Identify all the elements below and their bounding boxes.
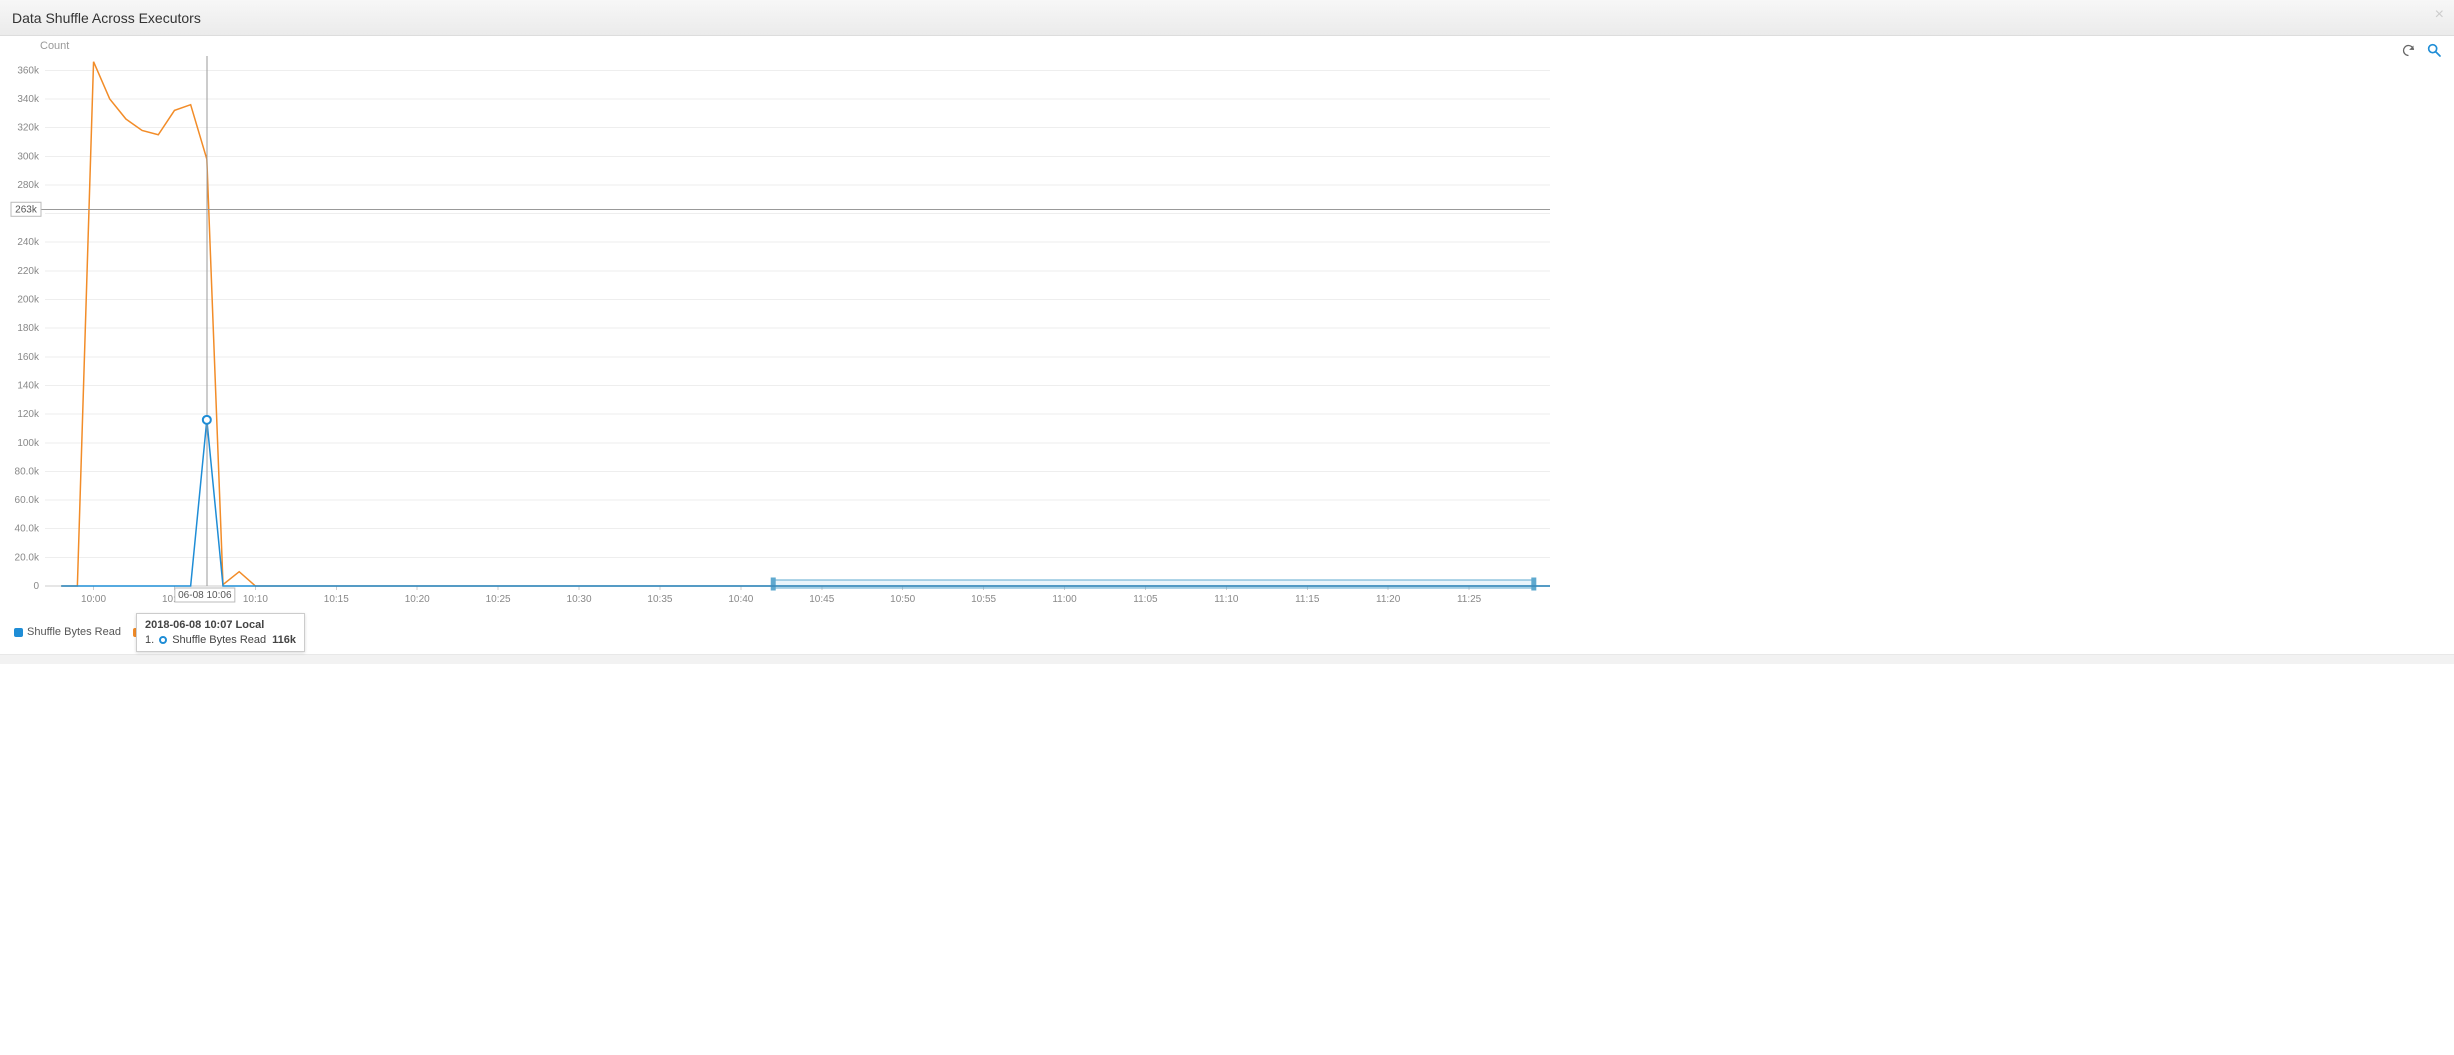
svg-text:10:50: 10:50 (890, 594, 915, 605)
svg-text:10:00: 10:00 (81, 594, 106, 605)
svg-text:120k: 120k (17, 409, 40, 420)
svg-text:10:20: 10:20 (405, 594, 430, 605)
svg-text:40.0k: 40.0k (15, 524, 40, 535)
series-line (61, 420, 1550, 586)
panel-title: Data Shuffle Across Executors (12, 10, 201, 26)
svg-text:340k: 340k (17, 94, 40, 105)
tooltip-title: 2018-06-08 10:07 Local (145, 619, 296, 631)
brush-handle-right[interactable] (1532, 578, 1536, 590)
svg-text:11:00: 11:00 (1052, 594, 1077, 605)
tooltip-marker-icon (159, 636, 167, 644)
hover-tooltip: 2018-06-08 10:07 Local 1. Shuffle Bytes R… (136, 613, 305, 652)
svg-text:0: 0 (33, 581, 39, 592)
svg-text:11:25: 11:25 (1457, 594, 1482, 605)
refresh-icon[interactable] (2401, 43, 2416, 58)
svg-text:300k: 300k (17, 151, 40, 162)
panel-header: Data Shuffle Across Executors × (0, 0, 2454, 36)
zoom-icon[interactable] (2426, 42, 2442, 58)
svg-text:10:45: 10:45 (809, 594, 834, 605)
svg-text:80.0k: 80.0k (15, 466, 40, 477)
svg-text:320k: 320k (17, 123, 40, 134)
brush-handle-left[interactable] (771, 578, 775, 590)
tooltip-index: 1. (145, 634, 154, 646)
hover-marker (203, 416, 211, 424)
tooltip-row: 1. Shuffle Bytes Read 116k (145, 634, 296, 646)
legend-item[interactable]: Shuffle Bytes Read (14, 626, 121, 638)
y-axis-label: Count (40, 40, 69, 52)
svg-text:220k: 220k (17, 266, 40, 277)
svg-text:11:20: 11:20 (1376, 594, 1401, 605)
crosshair-x-badge: 06-08 10:06 (178, 590, 232, 601)
chart-toolbar (2401, 42, 2442, 58)
brush-selection[interactable] (773, 580, 1534, 588)
svg-text:10:55: 10:55 (971, 594, 996, 605)
svg-text:11:15: 11:15 (1295, 594, 1320, 605)
crosshair-y-badge: 263k (15, 204, 38, 215)
tooltip-value: 116k (272, 634, 296, 646)
legend-label: Shuffle Bytes Read (27, 626, 121, 638)
svg-text:160k: 160k (17, 352, 40, 363)
chart-panel: Data Shuffle Across Executors × Count 0 2… (0, 0, 2454, 664)
svg-text:20.0k: 20.0k (15, 552, 40, 563)
svg-text:280k: 280k (17, 180, 40, 191)
close-icon[interactable]: × (2435, 6, 2444, 24)
svg-text:200k: 200k (17, 295, 40, 306)
svg-text:360k: 360k (17, 65, 40, 76)
footer-strip (0, 654, 2454, 664)
svg-text:140k: 140k (17, 380, 40, 391)
svg-text:11:10: 11:10 (1214, 594, 1239, 605)
svg-text:10:35: 10:35 (647, 594, 672, 605)
chart-svg[interactable]: 0 20.0k 40.0k 60.0k 80.0k 100k 120k 140k 160k 180… (0, 36, 1560, 616)
legend-swatch-icon (14, 628, 23, 637)
series-line (61, 62, 1550, 586)
svg-text:10:25: 10:25 (486, 594, 511, 605)
tooltip-series-label: Shuffle Bytes Read (172, 634, 266, 646)
svg-text:10:40: 10:40 (728, 594, 753, 605)
svg-text:100k: 100k (17, 438, 40, 449)
svg-text:10:10: 10:10 (243, 594, 268, 605)
svg-text:60.0k: 60.0k (15, 495, 40, 506)
svg-text:11:05: 11:05 (1133, 594, 1158, 605)
svg-text:10:30: 10:30 (567, 594, 592, 605)
svg-text:240k: 240k (17, 237, 40, 248)
chart-area[interactable]: Count 0 20.0k 40.0k 60.0k 80.0k 100k 120k 140k 1… (0, 36, 2454, 654)
svg-text:180k: 180k (17, 323, 40, 334)
svg-text:10:15: 10:15 (324, 594, 349, 605)
